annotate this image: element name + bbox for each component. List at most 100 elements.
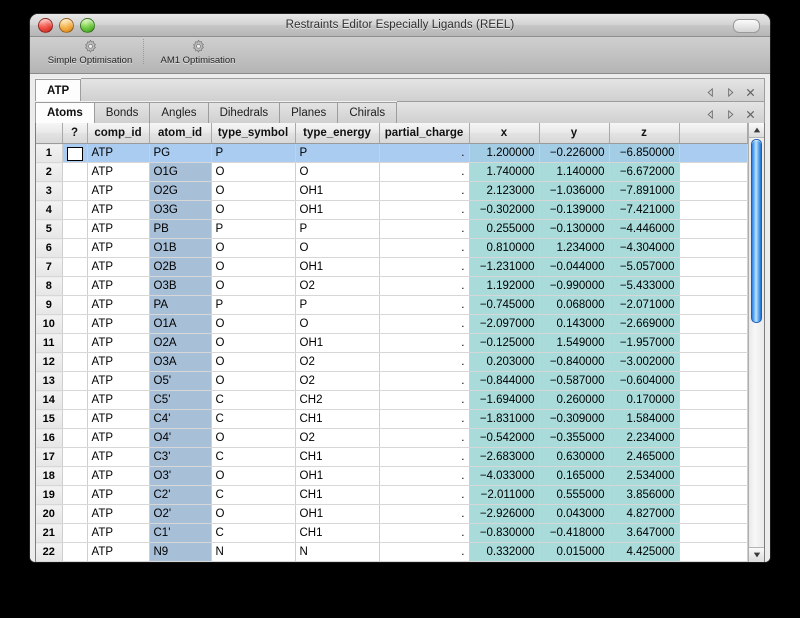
comp-id-cell[interactable]: ATP [87,219,150,239]
y-cell[interactable]: −0.418000 [539,523,610,543]
filler-cell[interactable] [679,504,748,524]
z-cell[interactable]: 3.647000 [609,523,680,543]
x-cell[interactable]: −0.745000 [469,295,540,315]
atom-id-cell[interactable]: C5' [149,390,212,410]
atom-id-cell[interactable]: C3' [149,447,212,467]
type-symbol-cell[interactable]: O [211,333,296,353]
table-row[interactable]: 17 ATP C3' C CH1. −2.683000 0.630000 2.465000 [36,447,748,467]
partial-charge-cell[interactable]: . [379,276,470,296]
comp-id-cell[interactable]: ATP [87,390,150,410]
x-cell[interactable]: 0.810000 [469,238,540,258]
flag-cell[interactable] [62,466,88,486]
type-energy-cell[interactable]: O [295,238,380,258]
flag-cell[interactable] [62,219,88,239]
row-number-cell[interactable]: 21 [36,523,63,543]
type-symbol-cell[interactable]: O [211,428,296,448]
row-number-cell[interactable]: 16 [36,428,63,448]
table-row[interactable]: 16 ATP O4' O O2. −0.542000 −0.355000 2.234000 [36,428,748,448]
type-symbol-cell[interactable]: P [211,295,296,315]
partial-charge-cell[interactable]: . [379,143,470,163]
z-cell[interactable]: 4.425000 [609,542,680,562]
document-tab-atp[interactable]: ATP [35,79,82,101]
type-energy-cell[interactable]: P [295,295,380,315]
flag-cell[interactable] [62,257,88,277]
type-energy-cell[interactable]: P [295,143,380,163]
comp-id-cell[interactable]: ATP [87,257,150,277]
partial-charge-cell[interactable]: . [379,466,470,486]
table-row[interactable]: 19 ATP C2' C CH1. −2.011000 0.555000 3.856000 [36,485,748,505]
partial-charge-cell[interactable]: . [379,162,470,182]
z-cell[interactable]: −2.071000 [609,295,680,315]
x-cell[interactable]: 1.740000 [469,162,540,182]
atom-id-cell[interactable]: C1' [149,523,212,543]
am1-optimisation-button[interactable]: AM1 Optimisation [143,37,252,66]
z-cell[interactable]: −7.891000 [609,181,680,201]
z-cell[interactable]: −4.304000 [609,238,680,258]
y-cell[interactable]: −1.036000 [539,181,610,201]
z-cell[interactable]: −4.446000 [609,219,680,239]
column-header-type-symbol[interactable]: type_symbol [211,123,296,144]
x-cell[interactable]: −2.097000 [469,314,540,334]
tab-planes[interactable]: Planes [280,102,339,123]
prev-arrow-icon[interactable] [705,107,716,120]
z-cell[interactable]: 3.856000 [609,485,680,505]
filler-cell[interactable] [679,409,748,429]
column-header-partial-charge[interactable]: partial_charge [379,123,470,144]
table-row[interactable]: 3 ATP O2G O OH1. 2.123000 −1.036000 −7.891000 [36,181,748,201]
comp-id-cell[interactable]: ATP [87,181,150,201]
partial-charge-cell[interactable]: . [379,257,470,277]
atom-id-cell[interactable]: O3' [149,466,212,486]
filler-cell[interactable] [679,333,748,353]
flag-cell[interactable] [62,181,88,201]
table-row[interactable]: 10 ATP O1A O O. −2.097000 0.143000 −2.669000 [36,314,748,334]
type-symbol-cell[interactable]: C [211,409,296,429]
y-cell[interactable]: −0.139000 [539,200,610,220]
partial-charge-cell[interactable]: . [379,295,470,315]
scroll-up-icon[interactable] [749,123,764,138]
row-number-cell[interactable]: 22 [36,542,63,562]
atom-id-cell[interactable]: O3B [149,276,212,296]
type-energy-cell[interactable]: OH1 [295,466,380,486]
type-symbol-cell[interactable]: P [211,219,296,239]
y-cell[interactable]: −0.840000 [539,352,610,372]
flag-cell[interactable] [62,504,88,524]
vertical-scrollbar[interactable] [748,123,764,562]
close-window-button[interactable] [38,18,53,33]
atom-id-cell[interactable]: O3G [149,200,212,220]
next-arrow-icon[interactable] [725,107,736,120]
y-cell[interactable]: 0.555000 [539,485,610,505]
filler-cell[interactable] [679,257,748,277]
filler-cell[interactable] [679,485,748,505]
type-symbol-cell[interactable]: O [211,257,296,277]
y-cell[interactable]: −0.990000 [539,276,610,296]
comp-id-cell[interactable]: ATP [87,428,150,448]
x-cell[interactable]: −0.844000 [469,371,540,391]
row-number-cell[interactable]: 2 [36,162,63,182]
comp-id-cell[interactable]: ATP [87,162,150,182]
table-row[interactable]: 6 ATP O1B O O. 0.810000 1.234000 −4.304000 [36,238,748,258]
flag-cell[interactable] [62,409,88,429]
row-number-cell[interactable]: 12 [36,352,63,372]
filler-cell[interactable] [679,371,748,391]
flag-cell[interactable] [62,371,88,391]
filler-cell[interactable] [679,352,748,372]
x-cell[interactable]: −2.683000 [469,447,540,467]
row-number-cell[interactable]: 20 [36,504,63,524]
table-row[interactable]: 21 ATP C1' C CH1. −0.830000 −0.418000 3.647000 [36,523,748,543]
filler-cell[interactable] [679,447,748,467]
type-symbol-cell[interactable]: C [211,523,296,543]
comp-id-cell[interactable]: ATP [87,447,150,467]
partial-charge-cell[interactable]: . [379,314,470,334]
type-symbol-cell[interactable]: P [211,143,296,163]
partial-charge-cell[interactable]: . [379,352,470,372]
comp-id-cell[interactable]: ATP [87,238,150,258]
flag-cell[interactable] [62,485,88,505]
y-cell[interactable]: 1.234000 [539,238,610,258]
x-cell[interactable]: −1.831000 [469,409,540,429]
table-row[interactable]: 2 ATP O1G O O. 1.740000 1.140000 −6.672000 [36,162,748,182]
atom-id-cell[interactable]: O2G [149,181,212,201]
z-cell[interactable]: −5.057000 [609,257,680,277]
type-symbol-cell[interactable]: O [211,371,296,391]
type-symbol-cell[interactable]: O [211,504,296,524]
z-cell[interactable]: 0.170000 [609,390,680,410]
